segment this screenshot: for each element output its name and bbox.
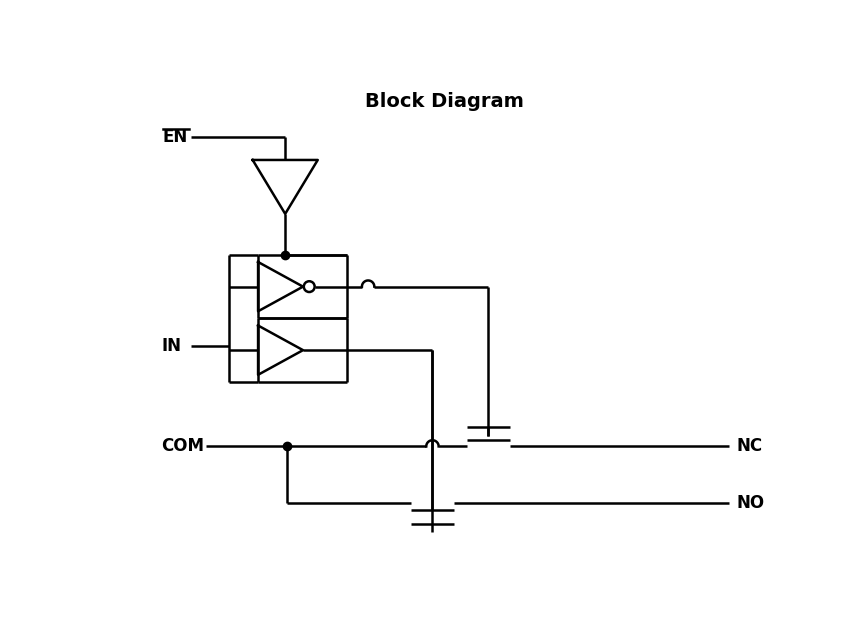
Text: Block Diagram: Block Diagram (365, 92, 524, 111)
Text: NC: NC (736, 437, 762, 456)
Text: COM: COM (161, 437, 204, 456)
Text: EN: EN (163, 128, 188, 146)
Circle shape (304, 281, 315, 292)
Text: IN: IN (161, 337, 181, 355)
Text: NO: NO (736, 493, 765, 511)
